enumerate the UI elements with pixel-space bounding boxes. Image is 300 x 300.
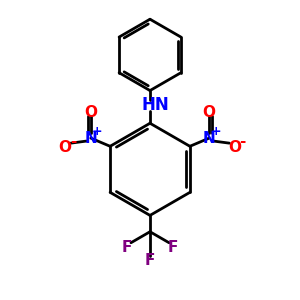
Text: -: - (70, 134, 76, 149)
Text: HN: HN (142, 96, 169, 114)
Text: N: N (84, 130, 97, 146)
Text: O: O (203, 105, 216, 120)
Text: F: F (122, 240, 132, 255)
Text: N: N (203, 130, 216, 146)
Text: +: + (92, 125, 103, 138)
Text: O: O (84, 105, 97, 120)
Text: F: F (145, 253, 155, 268)
Text: F: F (168, 240, 178, 255)
Text: O: O (228, 140, 241, 154)
Text: O: O (59, 140, 72, 154)
Text: -: - (239, 134, 245, 149)
Text: +: + (210, 125, 221, 138)
